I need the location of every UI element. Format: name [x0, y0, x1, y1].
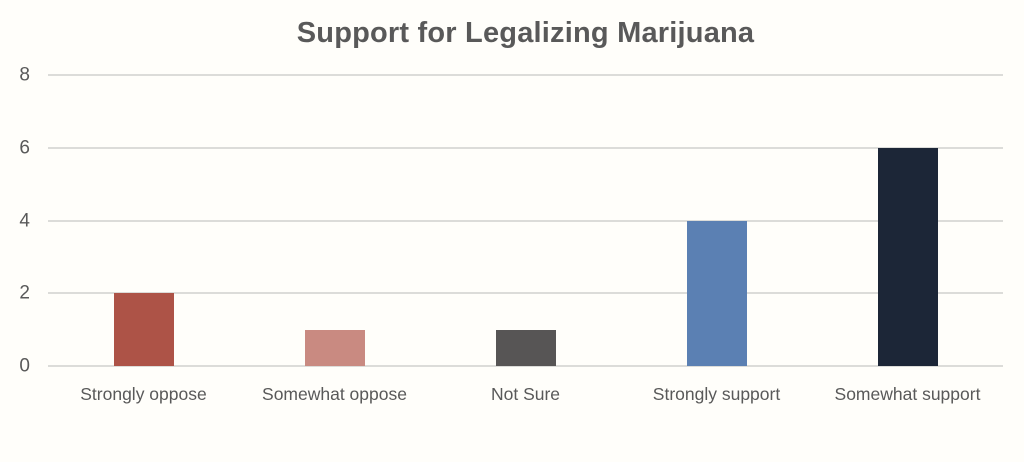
bar-somewhat-oppose	[304, 329, 365, 366]
x-tick-label-strongly-support: Strongly support	[652, 384, 781, 404]
y-tick-label-4: 4	[19, 210, 30, 231]
x-tick-label-somewhat-support: Somewhat support	[834, 384, 981, 404]
chart-title: Support for Legalizing Marijuana	[296, 17, 755, 49]
bar-strongly-oppose	[113, 293, 174, 366]
gridline-0	[48, 365, 1003, 367]
x-tick-label-not-sure: Not Sure	[490, 384, 561, 404]
y-tick-label-8: 8	[19, 64, 30, 86]
bar-somewhat-support	[877, 147, 938, 366]
gridline-8	[48, 74, 1003, 76]
x-tick-label-strongly-oppose: Strongly oppose	[80, 384, 207, 404]
gridline-2	[48, 292, 1003, 295]
plot-area	[48, 74, 1003, 367]
x-axis: Strongly oppose Somewhat oppose Not Sure St…	[48, 382, 1003, 406]
gridline-6	[48, 146, 1003, 149]
y-tick-label-0: 0	[19, 355, 30, 377]
x-tick-label-somewhat-oppose: Somewhat oppose	[262, 384, 407, 404]
y-tick-label-2: 2	[19, 282, 30, 304]
y-tick-label-6: 6	[19, 137, 30, 159]
gridline-4	[48, 219, 1003, 222]
bar-not-sure	[495, 329, 556, 366]
bar-strongly-support	[686, 220, 747, 366]
y-axis: 0 2 4 6 8	[0, 66, 36, 376]
